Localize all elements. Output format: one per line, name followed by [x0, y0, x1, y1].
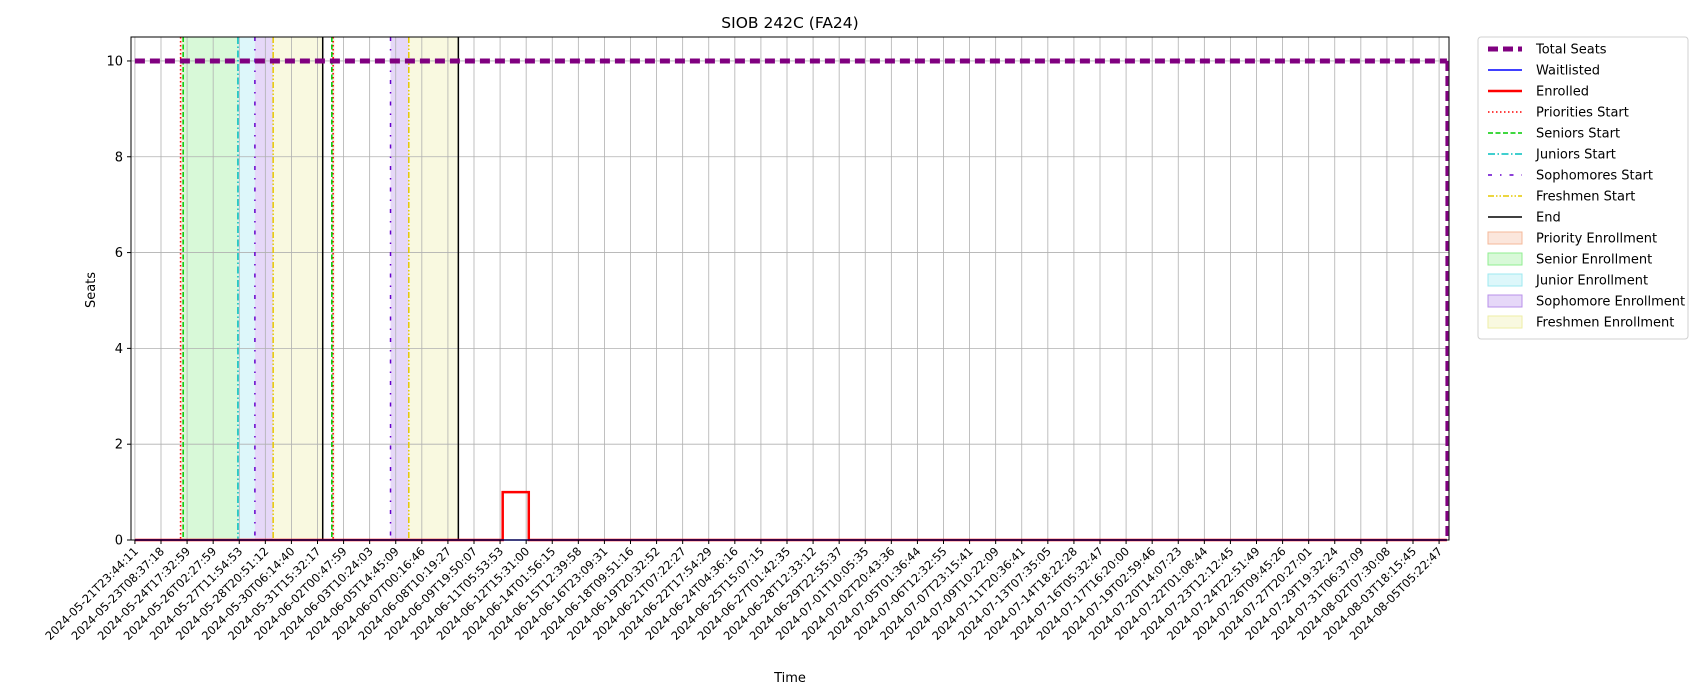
- y-axis-label: Seats: [84, 272, 99, 308]
- legend-swatch-sophomore-enrollment: [1487, 294, 1523, 308]
- legend-label-senior-enrollment: Senior Enrollment: [1536, 253, 1652, 268]
- y-tick-label: 2: [115, 438, 123, 453]
- y-tick-label: 6: [115, 246, 123, 261]
- legend-label-waitlisted: Waitlisted: [1536, 64, 1600, 79]
- legend-swatch-priority-enrollment: [1487, 231, 1523, 245]
- legend-label-sophomore-enrollment: Sophomore Enrollment: [1536, 295, 1685, 310]
- legend-label-freshmen-enrollment: Freshmen Enrollment: [1536, 316, 1674, 331]
- legend-label-priority-enrollment: Priority Enrollment: [1536, 232, 1657, 247]
- x-axis-label: Time: [773, 671, 806, 686]
- region-priority-enrollment-1: [333, 37, 335, 540]
- legend-box: [1477, 36, 1689, 340]
- legend-label-end: End: [1536, 211, 1561, 226]
- legend-swatch-senior-enrollment: [1487, 252, 1523, 266]
- legend-label-total-seats: Total Seats: [1535, 43, 1607, 58]
- chart-title: SIOB 242C (FA24): [721, 14, 858, 32]
- legend-label-enrolled: Enrolled: [1536, 85, 1589, 100]
- plot-frame: [130, 36, 1450, 541]
- grid-lines: [131, 37, 1449, 541]
- legend-swatch-junior-enrollment: [1487, 273, 1523, 287]
- region-freshmen-enrollment-0: [273, 37, 323, 540]
- legend-label-priorities-start: Priorities Start: [1536, 106, 1629, 121]
- legend-label-seniors-start: Seniors Start: [1536, 127, 1620, 142]
- region-sophomore-enrollment-0: [254, 37, 274, 540]
- region-freshmen-enrollment-1: [408, 37, 459, 540]
- legend-label-freshmen-start: Freshmen Start: [1536, 190, 1635, 205]
- y-tick-label: 0: [115, 534, 123, 549]
- legend-label-sophomores-start: Sophomores Start: [1536, 169, 1653, 184]
- legend-label-juniors-start: Juniors Start: [1535, 148, 1616, 163]
- phase-markers: [179, 37, 460, 540]
- y-tick-label: 10: [106, 54, 123, 69]
- region-senior-enrollment-0: [183, 37, 238, 540]
- enrollment-regions: [180, 37, 459, 540]
- region-sophomore-enrollment-1: [390, 37, 409, 540]
- region-junior-enrollment-0: [237, 37, 255, 540]
- legend-label-junior-enrollment: Junior Enrollment: [1535, 274, 1648, 289]
- legend-swatch-freshmen-enrollment: [1487, 315, 1523, 329]
- y-tick-label: 4: [115, 342, 123, 357]
- legend: Total Seats Waitlisted Enrolled Priorities …: [1477, 36, 1689, 340]
- region-priority-enrollment-0: [180, 37, 184, 540]
- y-tick-label: 8: [115, 150, 123, 165]
